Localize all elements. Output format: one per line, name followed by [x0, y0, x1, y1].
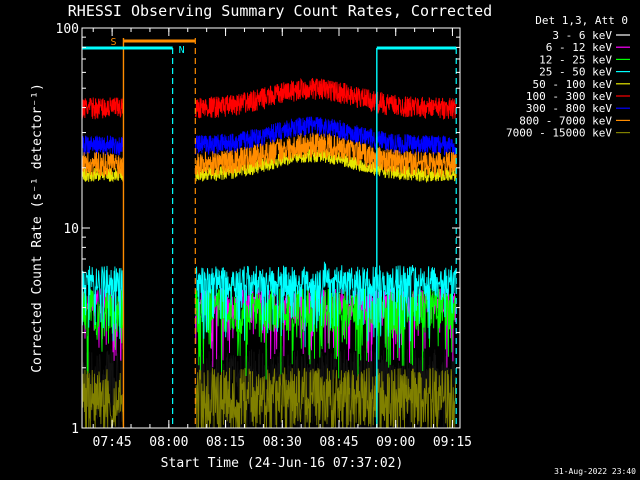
- series-line-3: [81, 261, 457, 348]
- night-label: N: [179, 45, 185, 56]
- legend-label-4: 50 - 100 keV: [533, 78, 613, 91]
- x-tick-label: 08:30: [263, 435, 302, 450]
- footer-date: 31-Aug-2022 23:40: [554, 467, 636, 476]
- series-line-6: [81, 116, 457, 156]
- legend-label-0: 3 - 6 keV: [552, 29, 612, 42]
- x-tick-label: 08:15: [206, 435, 245, 450]
- marker-layer: SN: [82, 37, 457, 428]
- x-tick-label: 09:15: [433, 435, 472, 450]
- y-axis-label: Corrected Count Rate (s⁻¹ detector⁻¹): [30, 83, 45, 373]
- legend-label-6: 300 - 800 keV: [526, 102, 612, 115]
- series-line-7: [81, 132, 457, 177]
- legend-label-8: 7000 - 15000 keV: [506, 127, 612, 140]
- x-tick-label: 09:00: [376, 435, 415, 450]
- series-line-8: [81, 367, 457, 429]
- legend-label-7: 800 - 7000 keV: [519, 114, 612, 127]
- y-tick-label: 10: [63, 222, 79, 237]
- legend-label-1: 6 - 12 keV: [546, 41, 613, 54]
- legend-label-2: 12 - 25 keV: [539, 53, 612, 66]
- saa-label: S: [110, 37, 116, 48]
- y-tick-label: 1: [71, 422, 79, 437]
- series-layer: [81, 77, 457, 429]
- legend-label-3: 25 - 50 keV: [539, 66, 612, 79]
- x-tick-label: 08:45: [319, 435, 358, 450]
- tick-layer: 1 10 100 07:45 08:00 08:15 08:30 08:45 09:00 09:1…: [56, 22, 472, 450]
- x-axis-label: Start Time (24-Jun-16 07:37:02): [161, 456, 404, 471]
- series-line-5: [81, 77, 457, 120]
- y-tick-label: 100: [56, 22, 79, 37]
- chart-title: RHESSI Observing Summary Count Rates, Co…: [68, 2, 492, 20]
- legend-label-5: 100 - 300 keV: [526, 90, 612, 103]
- x-tick-label: 08:00: [149, 435, 188, 450]
- x-tick-label: 07:45: [93, 435, 132, 450]
- legend-title: Det 1,3, Att 0: [535, 14, 628, 27]
